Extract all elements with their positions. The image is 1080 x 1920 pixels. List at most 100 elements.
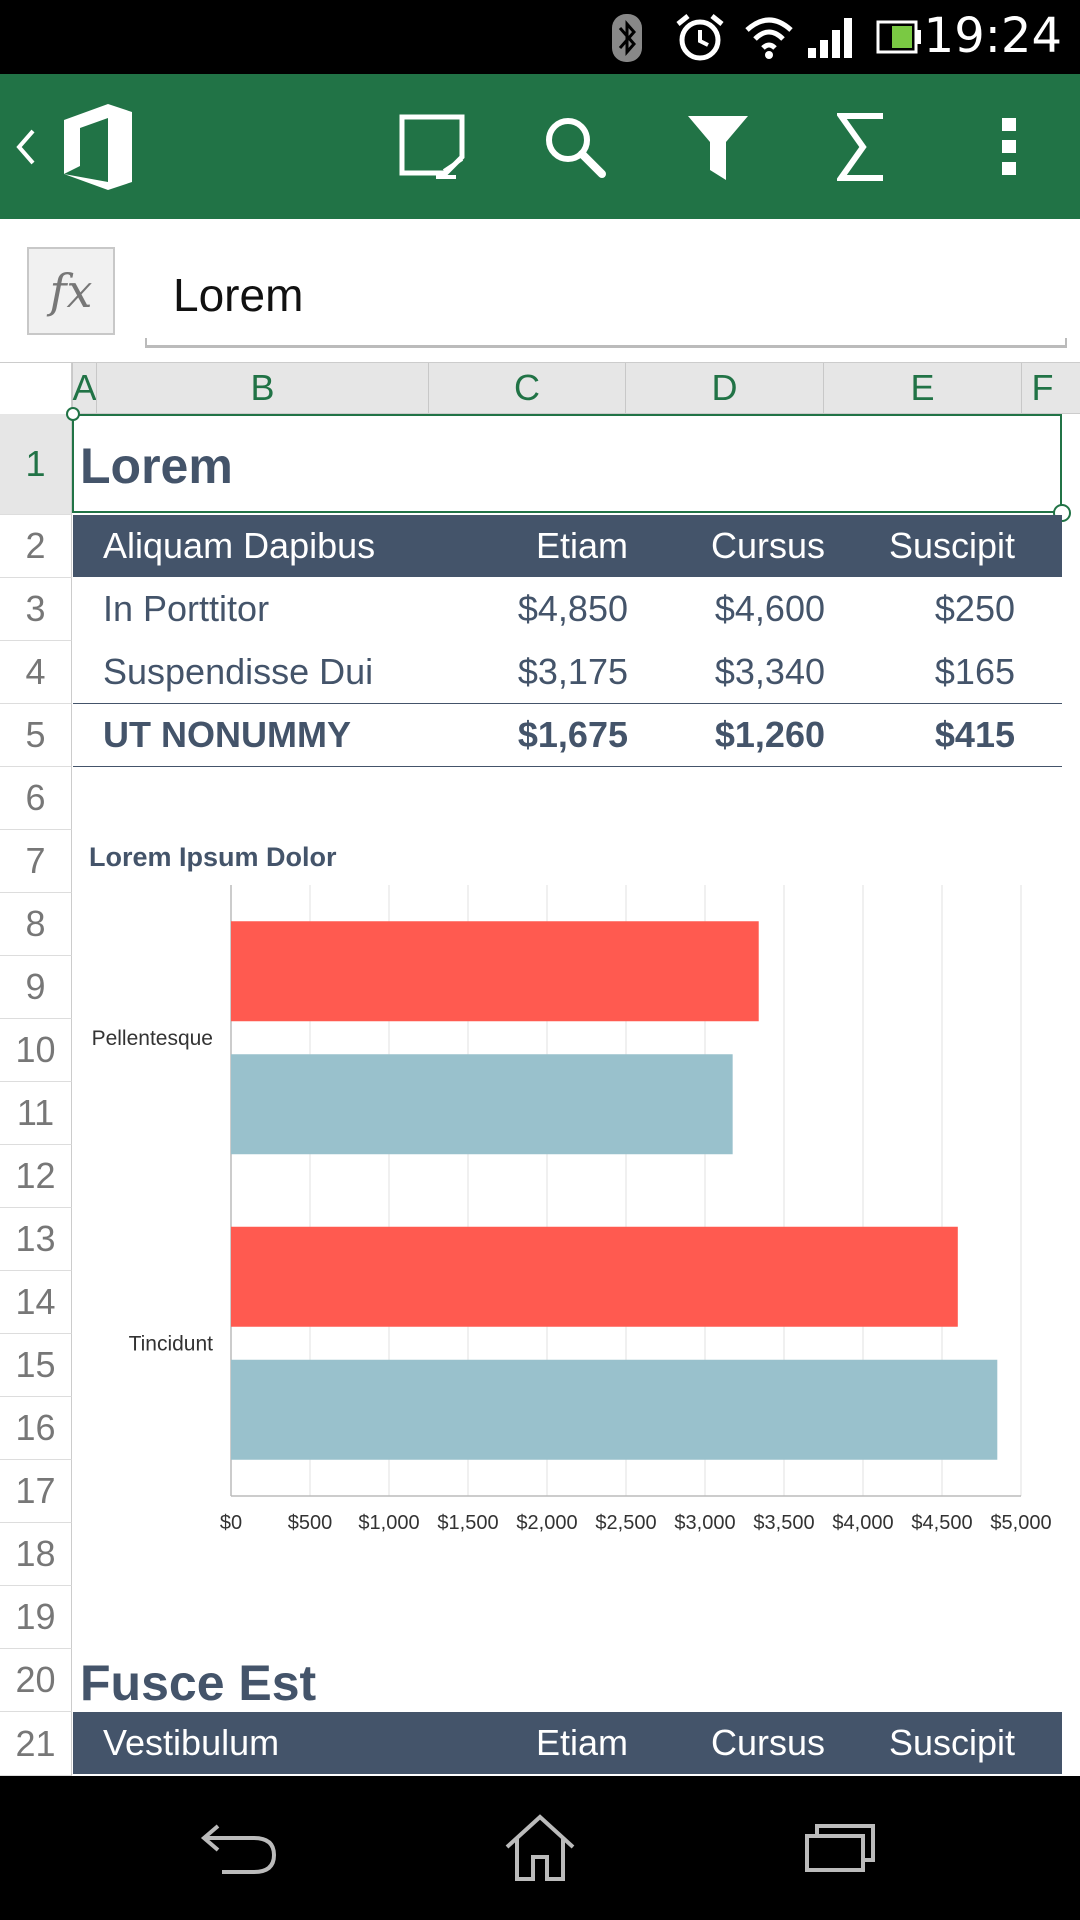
back-button[interactable] (6, 74, 46, 219)
table-header-cell[interactable]: Suscipit (888, 1722, 1015, 1763)
column-header-a[interactable]: A (72, 363, 97, 413)
back-chevron-icon (16, 129, 35, 164)
search-button[interactable] (535, 74, 615, 219)
table-cell[interactable]: $1,675 (517, 714, 628, 755)
x-tick-label: $3,500 (753, 1512, 814, 1534)
sum-icon (837, 112, 883, 181)
selection-handle-top[interactable] (66, 407, 80, 421)
table-cell[interactable]: $4,850 (517, 588, 628, 629)
row-header[interactable]: 14 (0, 1271, 72, 1334)
signal-icon (808, 18, 852, 58)
status-time: 19:24 (923, 8, 1062, 64)
column-header-e[interactable]: E (823, 363, 1021, 413)
select-all-corner[interactable] (0, 362, 72, 414)
column-header-bar: A B C D E F (0, 362, 1080, 414)
row-header[interactable]: 5 (0, 704, 72, 767)
row-header[interactable]: 6 (0, 767, 72, 830)
filter-button[interactable] (678, 74, 758, 219)
column-header-b[interactable]: B (96, 363, 428, 413)
formula-input[interactable]: Lorem (173, 269, 304, 321)
table-cell[interactable]: $165 (934, 651, 1015, 692)
row-header[interactable]: 9 (0, 956, 72, 1019)
table-header-row: Vestibulum Etiam Cursus Suscipit (73, 1712, 1062, 1774)
section-title-cell[interactable]: Fusce Est (80, 1655, 317, 1711)
table-cell[interactable]: $4,600 (714, 588, 825, 629)
chart-title: Lorem Ipsum Dolor (89, 842, 337, 872)
table-header-cell[interactable]: Suscipit (888, 525, 1015, 566)
x-tick-label: $1,500 (437, 1512, 498, 1534)
row-header[interactable]: 21 (0, 1712, 72, 1776)
column-header-d[interactable]: D (625, 363, 823, 413)
function-button[interactable]: fx (27, 247, 115, 335)
home-icon (505, 1814, 575, 1881)
x-tick-label: $500 (288, 1512, 333, 1534)
row-header[interactable]: 7 (0, 830, 72, 893)
row-header[interactable]: 20 (0, 1649, 72, 1712)
column-header-f[interactable]: F (1021, 363, 1063, 413)
row-header[interactable]: 15 (0, 1334, 72, 1397)
row-header[interactable]: 16 (0, 1397, 72, 1460)
back-icon (200, 1824, 277, 1874)
bluetooth-icon (612, 14, 642, 62)
more-button[interactable] (984, 74, 1034, 219)
row-header[interactable]: 2 (0, 515, 72, 578)
cell-selection (72, 414, 1062, 513)
battery-icon (876, 20, 921, 54)
status-bar: 19:24 (0, 0, 1080, 74)
table-cell[interactable]: $1,260 (714, 714, 825, 755)
table-cell[interactable]: $415 (934, 714, 1015, 755)
table-header-cell[interactable]: Cursus (710, 525, 825, 566)
x-tick-label: $2,500 (595, 1512, 656, 1534)
nav-home-button[interactable] (490, 1776, 590, 1920)
touch-mode-button[interactable] (392, 74, 472, 219)
x-tick-label: $3,000 (674, 1512, 735, 1534)
chart-bar (231, 1054, 733, 1155)
row-header[interactable]: 13 (0, 1208, 72, 1271)
table-header-cell[interactable]: Vestibulum (103, 1722, 280, 1763)
table-row: Suspendisse Dui $3,175 $3,340 $165 (73, 641, 1062, 704)
row-header[interactable]: 19 (0, 1586, 72, 1649)
nav-back-button[interactable] (190, 1776, 290, 1920)
table-cell[interactable]: $250 (934, 588, 1015, 629)
row-header[interactable]: 17 (0, 1460, 72, 1523)
table-header-cell[interactable]: Etiam (535, 525, 628, 566)
table-cell[interactable]: In Porttitor (103, 588, 270, 629)
row-header[interactable]: 11 (0, 1082, 72, 1145)
x-tick-label: $4,000 (832, 1512, 893, 1534)
row-header[interactable]: 18 (0, 1523, 72, 1586)
row-header[interactable]: 12 (0, 1145, 72, 1208)
nav-recents-button[interactable] (790, 1776, 890, 1920)
y-category-label: Pellentesque (92, 1027, 213, 1050)
row-header[interactable]: 3 (0, 578, 72, 641)
table-cell[interactable]: Suspendisse Dui (103, 651, 374, 692)
filter-icon (688, 115, 748, 180)
table-header-cell[interactable]: Aliquam Dapibus (103, 525, 376, 566)
x-tick-label: $1,000 (358, 1512, 419, 1534)
x-tick-label: $2,000 (516, 1512, 577, 1534)
sheet-title-cell[interactable]: Lorem (80, 438, 233, 494)
bar-chart[interactable]: $0 $500 $1,000 $1,500 $2,000 $2,500 $3,000 $3,5… (0, 870, 1080, 1550)
formula-input-underline (145, 338, 1067, 348)
y-category-label: Tincidunt (129, 1332, 214, 1355)
row-header[interactable]: 10 (0, 1019, 72, 1082)
table-header-cell[interactable]: Etiam (535, 1722, 628, 1763)
table-cell[interactable]: $3,340 (714, 651, 825, 692)
more-icon (1002, 117, 1016, 175)
row-header[interactable]: 8 (0, 893, 72, 956)
table-cell[interactable]: $3,175 (517, 651, 628, 692)
office-logo-button[interactable] (56, 74, 140, 219)
column-header-c[interactable]: C (428, 363, 625, 413)
sum-button[interactable] (822, 74, 902, 219)
fx-label: fx (49, 264, 93, 318)
touch-mode-icon (399, 114, 465, 179)
chart-bar (231, 1226, 958, 1327)
table-header-cell[interactable]: Cursus (710, 1722, 825, 1763)
row-header[interactable]: 4 (0, 641, 72, 704)
row-header[interactable]: 1 (0, 414, 72, 515)
recents-icon (805, 1824, 875, 1872)
wifi-icon (745, 17, 793, 59)
chart-bar (231, 1359, 998, 1460)
table-row: In Porttitor $4,850 $4,600 $250 (73, 578, 1062, 640)
table-total-row: UT NONUMMY $1,675 $1,260 $415 (73, 704, 1062, 767)
table-cell[interactable]: UT NONUMMY (103, 714, 351, 755)
